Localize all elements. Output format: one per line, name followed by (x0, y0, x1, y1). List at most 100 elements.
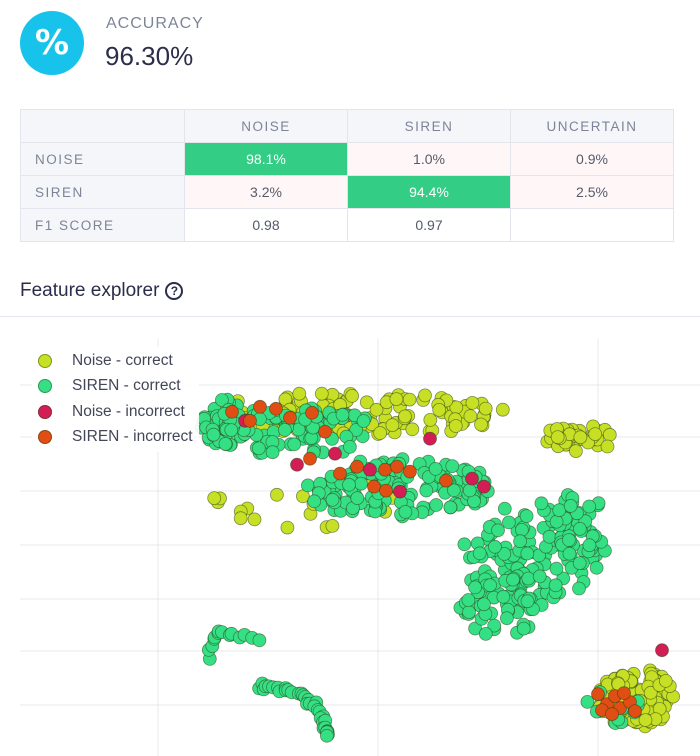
legend-item[interactable]: Noise - incorrect (38, 399, 193, 425)
row-header: SIREN (20, 175, 185, 209)
scatter-point (265, 445, 280, 460)
scatter-point (549, 514, 564, 529)
matrix-cell: 1.0% (347, 142, 511, 176)
scatter-point (225, 404, 239, 419)
scatter-plot[interactable] (0, 317, 700, 756)
scatter-point (628, 704, 642, 719)
scatter-point (277, 423, 292, 437)
scatter-point (513, 534, 527, 549)
scatter-point (600, 439, 615, 454)
scatter-point (655, 643, 669, 658)
scatter-point (423, 413, 438, 427)
scatter-point (207, 491, 222, 506)
header-corner (20, 109, 185, 143)
scatter-point (548, 578, 563, 593)
legend-label: Noise - correct (72, 351, 173, 369)
legend-marker (38, 353, 52, 368)
scatter-point (252, 633, 267, 648)
percent-icon: % (34, 23, 70, 63)
matrix-cell: 0.97 (347, 208, 511, 242)
scatter-point (573, 521, 587, 536)
scatter-point (307, 494, 322, 509)
scatter-point (495, 402, 510, 417)
scatter-point (325, 492, 340, 507)
matrix-cell: 3.2% (184, 175, 348, 209)
scatter-point (325, 518, 340, 533)
scatter-point (280, 520, 295, 535)
scatter-point (446, 483, 461, 498)
scatter-point (432, 403, 447, 417)
table-row: SIREN 3.2% 94.4% 2.5% (20, 175, 674, 209)
matrix-cell: 98.1% (184, 142, 348, 176)
scatter-point (350, 459, 364, 474)
scatter-point (562, 533, 576, 547)
column-header: NOISE (184, 109, 348, 143)
divider (0, 316, 700, 317)
scatter-point (214, 393, 229, 407)
table-row: F1 SCORE 0.98 0.97 (20, 208, 674, 242)
confusion-matrix: NOISE SIREN UNCERTAIN NOISE 98.1% 1.0% 0… (20, 109, 674, 242)
scatter-point (487, 539, 502, 554)
scatter-point (552, 503, 567, 518)
scatter-point (491, 523, 505, 538)
scatter-point (472, 546, 487, 561)
scatter-point (269, 487, 284, 502)
scatter-point (349, 423, 364, 437)
scatter-point (359, 395, 374, 410)
scatter-point (354, 476, 368, 491)
scatter-point (385, 418, 400, 432)
scatter-point (468, 580, 483, 595)
row-header: NOISE (20, 142, 185, 176)
scatter-point (520, 546, 535, 561)
scatter-point (476, 597, 491, 612)
scatter-point (443, 500, 458, 515)
scatter-point (342, 477, 356, 492)
legend-label: Noise - incorrect (72, 402, 185, 420)
question-circle-icon[interactable]: ? (165, 282, 184, 300)
scatter-point (428, 461, 443, 476)
scatter-point (462, 483, 477, 498)
scatter-point (287, 437, 302, 452)
scatter-point (478, 401, 493, 416)
scatter-point (465, 396, 480, 410)
legend-item[interactable]: Noise - correct (38, 348, 193, 374)
scatter-point (572, 581, 586, 596)
scatter-point (569, 444, 583, 459)
scatter-point (429, 498, 444, 512)
scatter-point (405, 422, 420, 437)
accuracy-label: ACCURACY (106, 15, 204, 32)
scatter-point (253, 399, 267, 414)
scatter-point (515, 522, 529, 537)
scatter-point (328, 446, 342, 461)
scatter-point (247, 512, 262, 527)
scatter-point (474, 417, 488, 432)
scatter-point (292, 386, 307, 401)
scatter-point (224, 423, 239, 437)
scatter-point (318, 424, 332, 439)
scatter-point (373, 426, 388, 440)
scatter-point (283, 410, 297, 425)
matrix-cell: 0.98 (184, 208, 348, 242)
scatter-point (389, 392, 404, 406)
scatter-point (588, 427, 603, 441)
feature-explorer-label: Feature explorer (20, 280, 160, 301)
scatter-point (643, 685, 658, 700)
scatter-point (363, 462, 377, 477)
scatter-point (345, 389, 360, 403)
accuracy-badge: % (20, 11, 84, 75)
legend-item[interactable]: SIREN - correct (38, 374, 193, 400)
scatter-point (418, 388, 432, 403)
legend-label: SIREN - correct (72, 377, 181, 395)
scatter-point (501, 515, 516, 530)
legend-item[interactable]: SIREN - incorrect (38, 425, 193, 451)
scatter-point (335, 407, 350, 422)
scatter-point (423, 431, 437, 446)
scatter-point (563, 498, 578, 513)
scatter-point (461, 593, 476, 607)
scatter-point (497, 501, 512, 516)
matrix-cell: 0.9% (510, 142, 674, 176)
scatter-point (580, 694, 595, 709)
scatter-point (477, 479, 491, 494)
scatter-point (602, 427, 617, 442)
scatter-point (350, 491, 365, 506)
